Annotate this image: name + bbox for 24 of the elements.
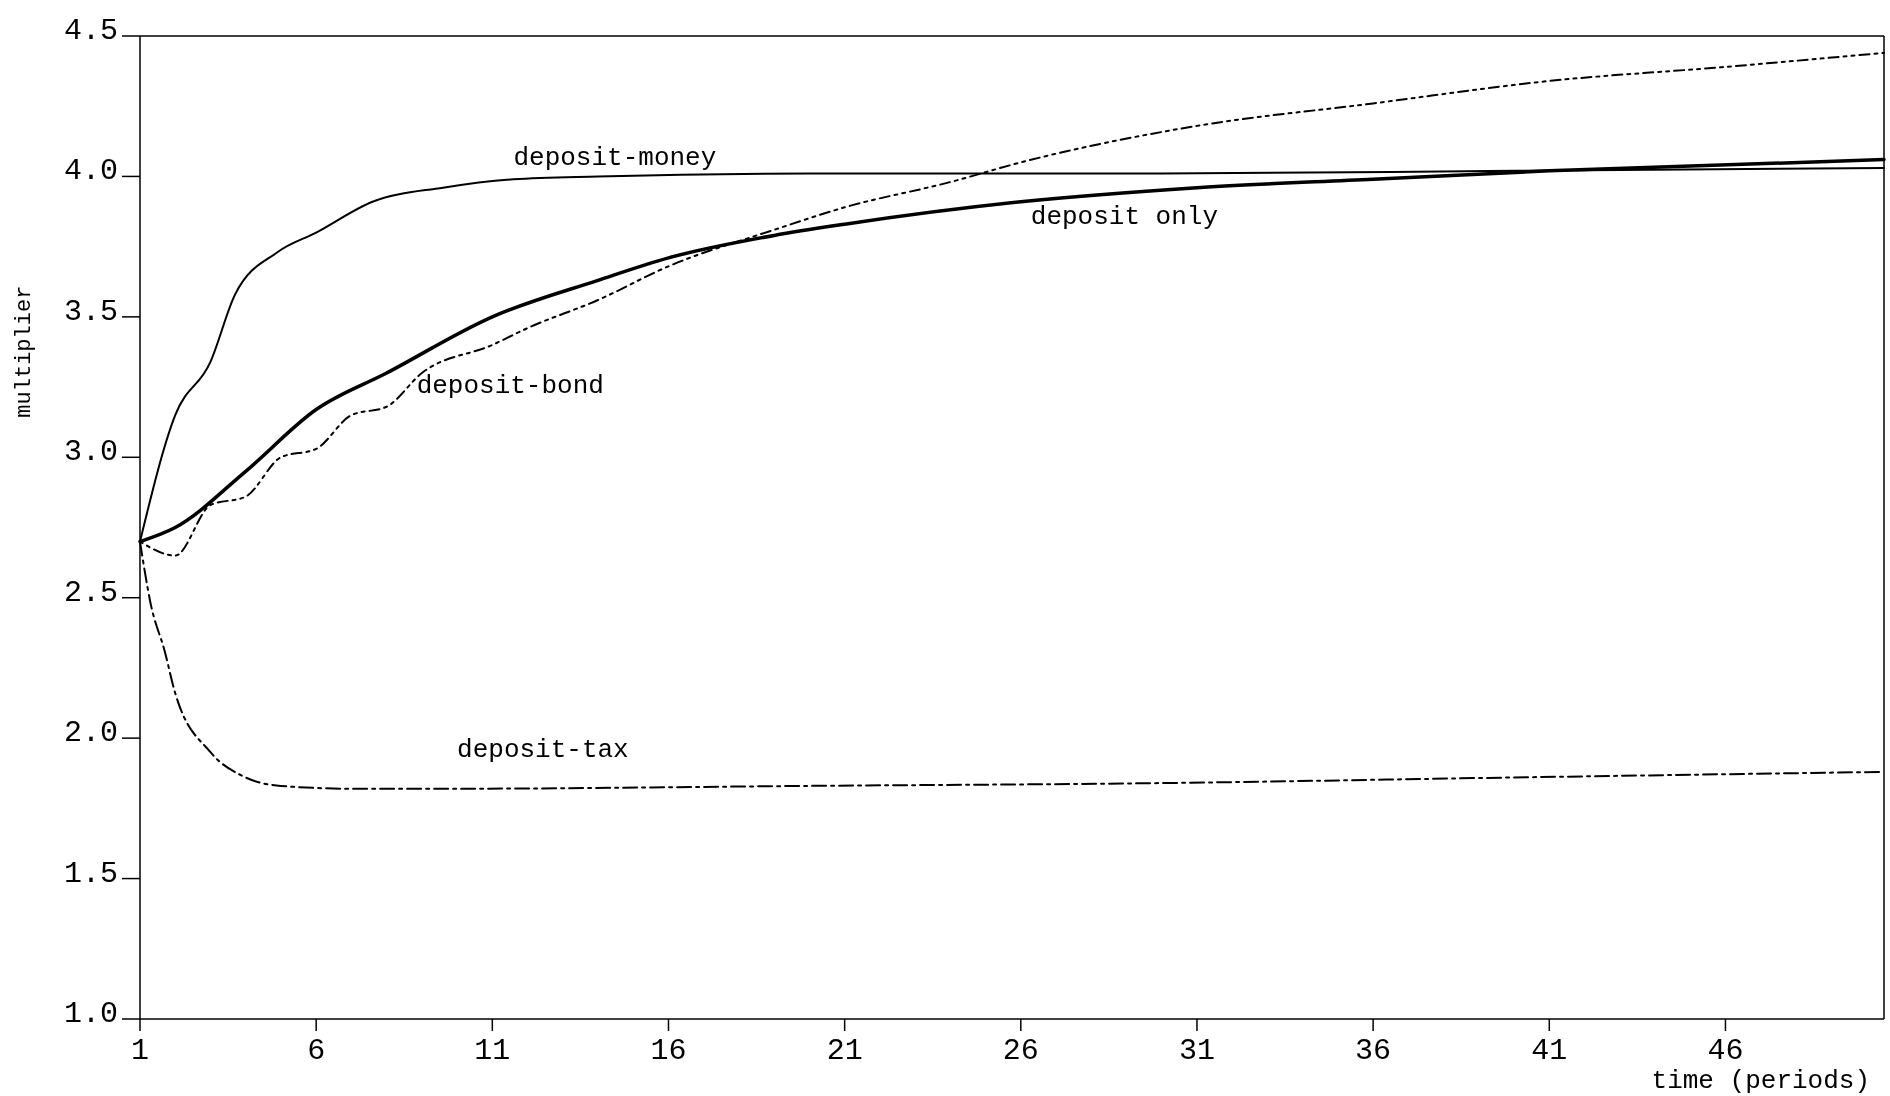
y-tick-label: 1.5 (63, 856, 118, 891)
y-tick-label: 2.0 (63, 716, 118, 751)
series-label: deposit-tax (457, 734, 629, 765)
x-tick-label: 11 (474, 1034, 511, 1068)
y-axis-title: multiplier (12, 285, 37, 418)
y-tick-label: 4.0 (63, 154, 118, 189)
x-tick-label: 21 (826, 1034, 863, 1068)
y-tick-label: 3.0 (63, 435, 118, 470)
x-axis-title: time (periods) (1651, 1066, 1870, 1096)
y-tick-label: 1.0 (63, 997, 118, 1031)
x-tick-label: 6 (307, 1034, 326, 1068)
x-tick-label: 1 (130, 1034, 150, 1068)
x-tick-label: 16 (650, 1034, 687, 1068)
x-tick-label: 46 (1707, 1034, 1744, 1068)
series-label: deposit only (1030, 201, 1219, 232)
y-tick-label: 4.5 (63, 14, 118, 48)
x-tick-label: 26 (1002, 1034, 1039, 1068)
x-tick-label: 31 (1178, 1034, 1215, 1068)
y-tick-label: 2.5 (63, 575, 118, 610)
y-tick-label: 3.5 (63, 294, 118, 329)
x-tick-label: 36 (1355, 1034, 1392, 1068)
x-tick-label: 41 (1531, 1034, 1568, 1068)
series-label: deposit-bond (416, 370, 604, 401)
series-label: deposit-money (513, 143, 717, 174)
